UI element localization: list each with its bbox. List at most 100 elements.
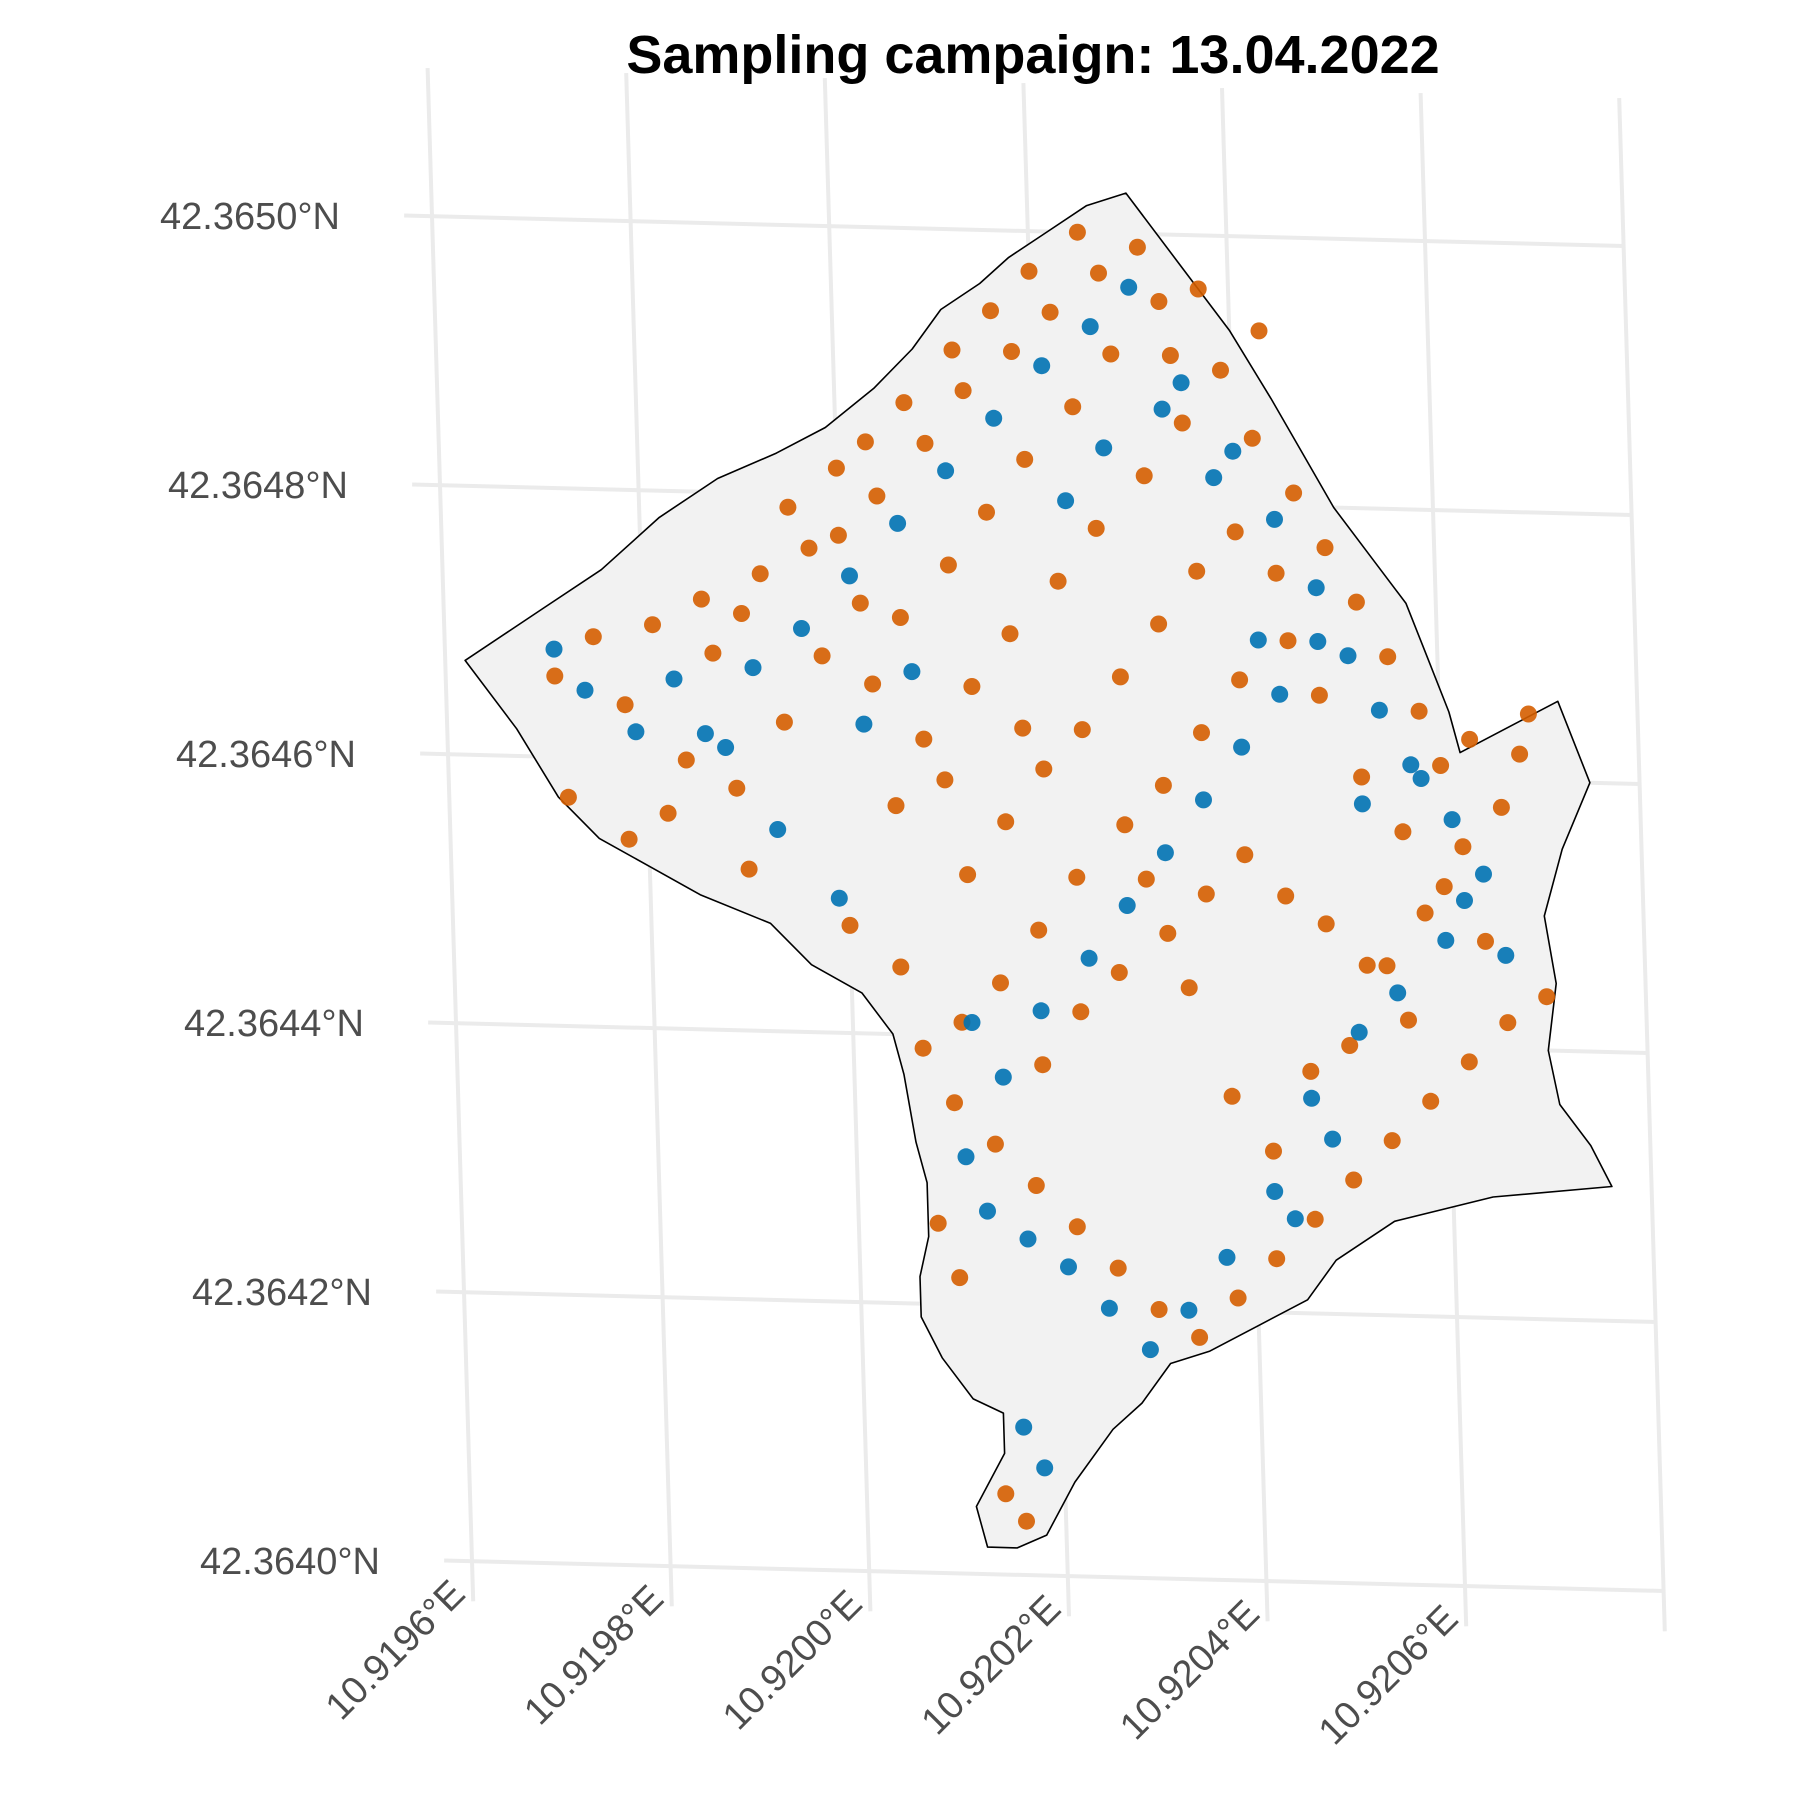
x-tick-label: 10.9206°E bbox=[1311, 1598, 1466, 1753]
sample-point bbox=[1302, 1062, 1320, 1080]
sample-point bbox=[779, 498, 797, 516]
sample-point bbox=[895, 394, 913, 412]
sample-point bbox=[1110, 964, 1128, 981]
sample-point bbox=[1111, 668, 1129, 686]
sample-point bbox=[1460, 1053, 1478, 1071]
sample-point bbox=[1041, 303, 1059, 321]
sample-point bbox=[1250, 322, 1268, 340]
sample-point bbox=[665, 670, 683, 688]
sample-point bbox=[889, 514, 907, 532]
sample-point bbox=[1020, 262, 1038, 280]
sample-point bbox=[1150, 1301, 1168, 1318]
sample-point bbox=[939, 556, 957, 574]
sample-point bbox=[851, 594, 869, 612]
x-tick-label: 10.9200°E bbox=[715, 1583, 870, 1738]
sample-point bbox=[1014, 719, 1032, 737]
sample-point bbox=[1226, 523, 1244, 541]
chart-title: Sampling campaign: 13.04.2022 bbox=[626, 25, 1439, 85]
sample-point bbox=[696, 725, 714, 743]
sample-point bbox=[985, 409, 1003, 427]
sample-point bbox=[1135, 467, 1153, 485]
sample-point bbox=[1064, 398, 1082, 416]
sample-point bbox=[1032, 1002, 1050, 1020]
sample-point bbox=[1018, 1512, 1035, 1530]
sample-point bbox=[1353, 768, 1371, 786]
sample-point bbox=[903, 663, 921, 681]
sample-point bbox=[1087, 519, 1105, 537]
sample-point bbox=[1073, 721, 1091, 739]
sample-point bbox=[841, 567, 858, 585]
sample-point bbox=[1137, 870, 1155, 888]
x-tick-label: 10.9196°E bbox=[318, 1573, 473, 1728]
sample-point bbox=[1236, 846, 1254, 864]
sample-point bbox=[1159, 924, 1177, 942]
sample-point bbox=[1324, 1130, 1342, 1148]
sample-point bbox=[1128, 238, 1146, 256]
sample-point bbox=[1347, 593, 1365, 611]
sample-point bbox=[1205, 469, 1223, 487]
sample-point bbox=[1068, 868, 1086, 886]
sample-point bbox=[1456, 892, 1473, 909]
sample-point bbox=[1394, 823, 1412, 841]
sample-point bbox=[1034, 1056, 1052, 1074]
sample-point bbox=[1389, 984, 1407, 1002]
sample-point bbox=[1454, 838, 1472, 856]
sample-point bbox=[1519, 705, 1537, 723]
sample-point bbox=[951, 1269, 969, 1287]
sample-point bbox=[1193, 724, 1210, 742]
sample-point bbox=[1477, 932, 1494, 950]
y-tick-label: 42.3648°N bbox=[168, 465, 348, 507]
sample-point bbox=[937, 462, 955, 480]
sample-point bbox=[986, 1135, 1004, 1153]
sample-point bbox=[936, 771, 954, 789]
sample-point bbox=[546, 667, 564, 685]
sample-point bbox=[1378, 957, 1396, 975]
sample-point bbox=[1339, 647, 1357, 665]
sample-point bbox=[827, 459, 845, 477]
sample-point bbox=[887, 797, 905, 815]
sample-point bbox=[677, 751, 695, 769]
sample-point bbox=[855, 715, 873, 733]
sample-point bbox=[1412, 770, 1430, 787]
sample-point bbox=[1033, 357, 1051, 375]
sample-point bbox=[1435, 878, 1453, 896]
sample-point bbox=[1432, 757, 1450, 774]
sample-point bbox=[1461, 730, 1479, 748]
sample-point bbox=[979, 1202, 996, 1220]
sample-point bbox=[963, 678, 981, 695]
sample-point bbox=[1019, 1230, 1037, 1248]
sample-point bbox=[1400, 1011, 1417, 1029]
sample-point bbox=[1150, 615, 1168, 633]
sample-point bbox=[1057, 492, 1075, 510]
sample-point bbox=[800, 539, 818, 557]
sample-point bbox=[717, 739, 735, 756]
sample-point bbox=[1233, 738, 1251, 756]
sample-point bbox=[1350, 1023, 1368, 1041]
sample-point bbox=[744, 659, 762, 677]
sample-series-orange bbox=[546, 223, 1556, 1530]
sample-point bbox=[1068, 223, 1086, 241]
sample-point bbox=[692, 590, 710, 608]
sample-point bbox=[978, 503, 995, 521]
sample-point bbox=[1286, 1210, 1304, 1228]
sample-point bbox=[1080, 949, 1098, 967]
sample-point bbox=[644, 616, 661, 634]
sample-point bbox=[559, 788, 577, 806]
sample-point bbox=[1035, 760, 1053, 778]
x-tick-label: 10.9204°E bbox=[1112, 1593, 1267, 1748]
y-tick-label: 42.3646°N bbox=[176, 734, 356, 776]
sample-point bbox=[997, 813, 1015, 831]
sample-point bbox=[1218, 1248, 1236, 1266]
sample-point bbox=[1068, 1218, 1086, 1236]
sample-point bbox=[1499, 1014, 1517, 1032]
sample-point bbox=[620, 830, 638, 848]
sample-point bbox=[957, 1148, 975, 1166]
sample-point bbox=[1180, 1301, 1198, 1319]
sample-point bbox=[775, 713, 793, 731]
sample-point bbox=[1188, 562, 1206, 580]
sample-point bbox=[1416, 904, 1434, 922]
x-tick-label: 10.9202°E bbox=[914, 1588, 1069, 1743]
sample-point bbox=[1497, 946, 1515, 964]
